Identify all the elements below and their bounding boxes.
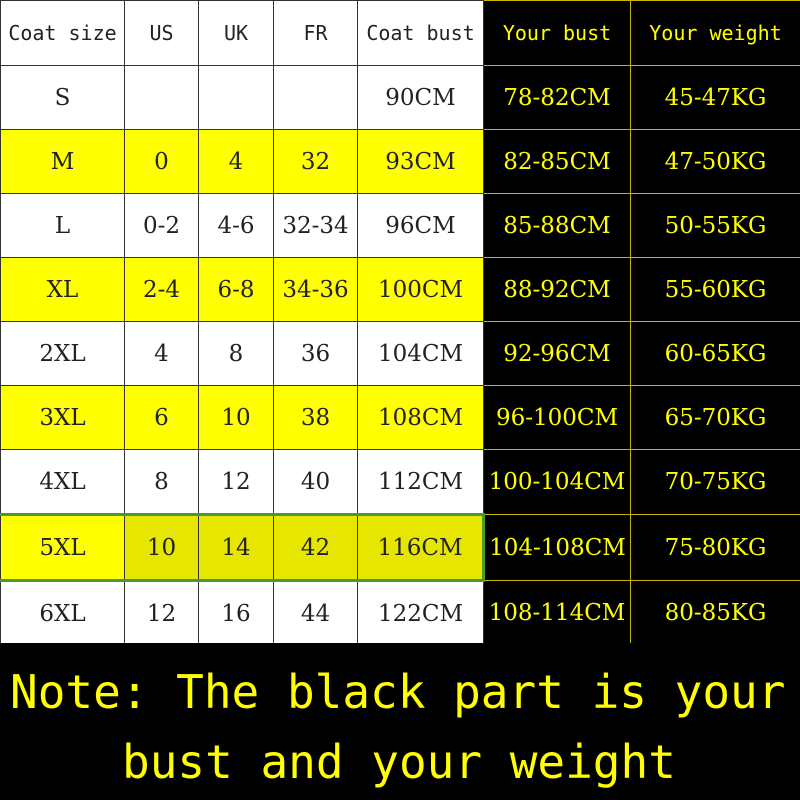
cell-your-weight: 65-70KG [630,385,800,450]
cell-fr: 36 [273,321,358,386]
cell-coat-bust: 122CM [357,580,484,646]
cell-your-weight: 75-80KG [630,514,800,581]
cell-your-weight: 80-85KG [630,580,800,646]
cell-your-bust: 88-92CM [483,257,631,322]
note-line-2: bust and your weight [122,735,676,789]
header-coat-bust: Coat bust [357,0,484,66]
cell-your-weight: 60-65KG [630,321,800,386]
table-row: XL 2-4 6-8 34-36 100CM 88-92CM 55-60KG [0,257,800,322]
cell-your-weight: 55-60KG [630,257,800,322]
cell-uk: 14 [198,513,274,582]
cell-your-weight: 70-75KG [630,449,800,515]
table-row: S 90CM 78-82CM 45-47KG [0,65,800,130]
cell-fr: 34-36 [273,257,358,322]
cell-us: 0-2 [124,193,199,258]
cell-us: 0 [124,129,199,194]
cell-uk: 4-6 [198,193,274,258]
cell-your-weight: 50-55KG [630,193,800,258]
cell-size: L [0,193,125,258]
cell-uk [198,65,274,130]
table-row: L 0-2 4-6 32-34 96CM 85-88CM 50-55KG [0,193,800,258]
cell-your-bust: 82-85CM [483,129,631,194]
table-row: 3XL 6 10 38 108CM 96-100CM 65-70KG [0,385,800,450]
cell-your-weight: 47-50KG [630,129,800,194]
cell-uk: 10 [198,385,274,450]
cell-size: 6XL [0,580,125,646]
cell-us: 6 [124,385,199,450]
cell-coat-bust: 90CM [357,65,484,130]
cell-fr: 38 [273,385,358,450]
cell-fr: 32-34 [273,193,358,258]
cell-size: XL [0,257,125,322]
header-your-weight: Your weight [630,0,800,66]
cell-coat-bust: 104CM [357,321,484,386]
header-us: US [124,0,199,66]
cell-uk: 4 [198,129,274,194]
cell-your-bust: 100-104CM [483,449,631,515]
cell-coat-bust: 93CM [357,129,484,194]
cell-your-bust: 108-114CM [483,580,631,646]
cell-coat-bust: 108CM [357,385,484,450]
cell-us [124,65,199,130]
cell-your-bust: 104-108CM [483,514,631,581]
cell-your-weight: 45-47KG [630,65,800,130]
cell-size: 3XL [0,385,125,450]
size-table: Coat size US UK FR Coat bust Your bust Y… [0,0,800,646]
cell-uk: 16 [198,580,274,646]
cell-coat-bust: 116CM [357,513,485,582]
table-row: M 0 4 32 93CM 82-85CM 47-50KG [0,129,800,194]
cell-your-bust: 96-100CM [483,385,631,450]
table-row: 6XL 12 16 44 122CM 108-114CM 80-85KG [0,580,800,646]
cell-coat-bust: 100CM [357,257,484,322]
cell-fr: 40 [273,449,358,515]
cell-uk: 12 [198,449,274,515]
header-fr: FR [273,0,358,66]
table-row: 5XL 10 14 42 116CM 104-108CM 75-80KG [0,513,800,582]
cell-us: 12 [124,580,199,646]
note-line-1: Note: The black part is your [10,665,786,719]
note-banner: Note: The black part is your bust and yo… [0,643,800,800]
cell-size: 2XL [0,321,125,386]
cell-coat-bust: 96CM [357,193,484,258]
cell-size: 5XL [0,513,125,582]
cell-us: 2-4 [124,257,199,322]
cell-us: 8 [124,449,199,515]
cell-your-bust: 78-82CM [483,65,631,130]
cell-size: 4XL [0,449,125,515]
table-row: 4XL 8 12 40 112CM 100-104CM 70-75KG [0,449,800,515]
cell-size: S [0,65,125,130]
cell-size: M [0,129,125,194]
cell-coat-bust: 112CM [357,449,484,515]
cell-fr: 42 [273,513,358,582]
cell-us: 4 [124,321,199,386]
cell-uk: 8 [198,321,274,386]
header-coat-size: Coat size [0,0,125,66]
cell-fr [273,65,358,130]
header-uk: UK [198,0,274,66]
table-row: 2XL 4 8 36 104CM 92-96CM 60-65KG [0,321,800,386]
cell-uk: 6-8 [198,257,274,322]
cell-your-bust: 85-88CM [483,193,631,258]
header-your-bust: Your bust [483,0,631,66]
cell-your-bust: 92-96CM [483,321,631,386]
cell-fr: 44 [273,580,358,646]
cell-us: 10 [124,513,199,582]
cell-fr: 32 [273,129,358,194]
header-row: Coat size US UK FR Coat bust Your bust Y… [0,0,800,66]
